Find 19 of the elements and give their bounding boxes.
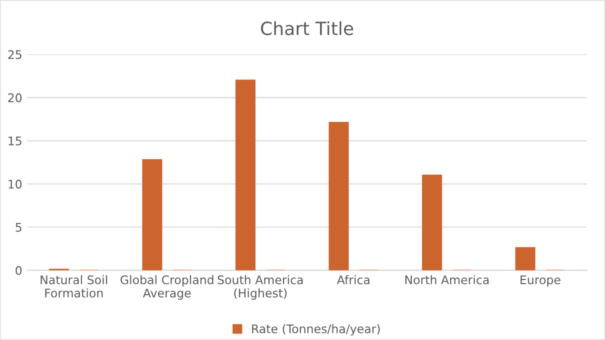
x-tick-label: Global Cropland Average (120, 275, 214, 300)
x-tick-label: South America (Highest) (218, 275, 303, 300)
y-tick-label: 5 (16, 223, 22, 232)
y-tick-label: 25 (8, 50, 22, 60)
y-tick-label: 20 (8, 93, 22, 102)
bar (422, 174, 442, 270)
x-tick-label: Natural Soil Formation (40, 275, 108, 298)
bar (235, 80, 256, 270)
bar (328, 122, 349, 270)
x-tick-label: Africa (336, 275, 370, 284)
x-tick-label: Europe (520, 276, 560, 287)
legend-label: Rate (Tonnes/ha/year) (252, 324, 380, 336)
y-tick-label: 10 (8, 180, 22, 189)
chart-title: Chart Title (261, 21, 354, 36)
y-tick-label: 15 (8, 136, 22, 146)
bar (142, 159, 162, 270)
x-tick-label: North America (405, 275, 489, 284)
y-tick-label: 0 (16, 266, 22, 275)
bar (515, 247, 536, 270)
